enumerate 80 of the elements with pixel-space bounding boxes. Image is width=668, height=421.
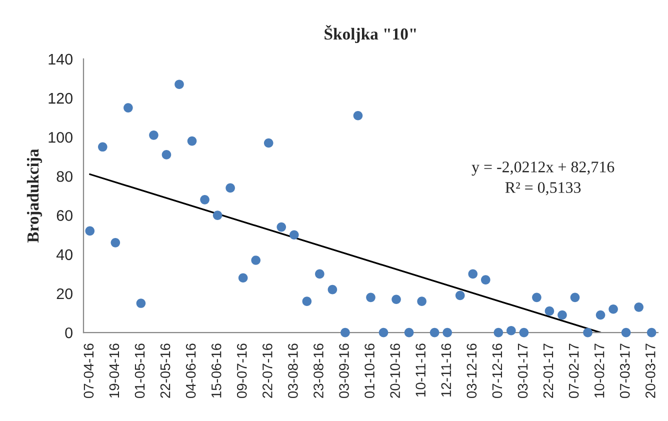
point	[442, 328, 452, 338]
point	[136, 298, 146, 308]
point	[596, 310, 606, 320]
point	[558, 310, 567, 320]
x-tick-label: 20-03-17	[645, 344, 656, 398]
x-tick-label: 07-12-16	[492, 344, 502, 398]
annotation: y = -2,0212x + 82,716	[472, 162, 614, 176]
point	[519, 328, 529, 338]
point	[149, 130, 158, 140]
point	[264, 138, 274, 148]
x-tick-label: 03-08-16	[288, 344, 298, 398]
point	[174, 80, 184, 90]
point	[302, 296, 312, 306]
x-tick-label: 04-06-16	[186, 344, 196, 398]
point	[315, 269, 324, 279]
point	[200, 195, 210, 204]
point	[212, 210, 222, 220]
y-tick-label: 20	[56, 288, 72, 300]
x-tick-label: 09-07-16	[236, 344, 247, 398]
x-tick-label: 01-05-16	[134, 344, 145, 398]
y-tick-label: 140	[48, 54, 72, 65]
point	[276, 222, 286, 232]
x-tick-label: 01-10-16	[364, 344, 374, 398]
x-tick-label: 07-03-17	[620, 344, 630, 398]
x-tick-label: 03-09-16	[339, 344, 349, 398]
x-tick-label: 07-04-16	[84, 344, 94, 398]
x-tick-label: 20-10-16	[390, 344, 400, 398]
y-tick-label: 80	[56, 171, 72, 182]
point	[187, 136, 197, 146]
point	[98, 142, 108, 152]
point	[608, 304, 618, 314]
y-tick-label: 40	[56, 249, 72, 260]
point	[162, 150, 172, 160]
point	[455, 290, 465, 300]
point	[124, 103, 133, 112]
x-tick-label: 15-06-16	[211, 344, 222, 398]
point	[226, 183, 235, 193]
x-tick-label: 07-02-17	[568, 344, 579, 398]
point	[110, 238, 120, 248]
point	[634, 302, 644, 312]
x-tick-label: 22-07-16	[262, 344, 272, 398]
point	[85, 226, 95, 236]
x-tick-label: 22-05-16	[160, 344, 170, 398]
x-tick-label: 03-12-16	[466, 344, 477, 398]
x-tick-label: 10-11-16	[416, 344, 426, 397]
point	[353, 110, 363, 120]
point	[340, 328, 350, 338]
point	[289, 230, 299, 240]
chart-title: Školjka "10"	[324, 25, 416, 44]
point	[646, 328, 656, 338]
y-tick-label: 120	[48, 92, 72, 104]
y-tick-label: 60	[56, 210, 72, 221]
point	[583, 328, 592, 338]
point	[532, 292, 542, 302]
point	[328, 284, 338, 294]
point	[417, 296, 426, 306]
x-tick-label: 10-02-17	[594, 344, 604, 398]
point	[430, 328, 440, 338]
x-tick-label: 12-11-16	[441, 344, 452, 397]
point	[251, 256, 261, 265]
x-tick-label: 23-08-16	[314, 344, 324, 398]
point	[366, 292, 376, 302]
point	[480, 275, 490, 284]
x-tick-label: 22-01-17	[543, 344, 554, 398]
point	[468, 269, 478, 279]
x-tick-label: 03-01-17	[518, 344, 528, 398]
annotation: R² = 0,5133	[505, 182, 581, 196]
y-axis-title: Brojadukcija	[26, 148, 42, 243]
point	[544, 306, 554, 316]
point	[494, 328, 504, 338]
y-tick-label: 0	[65, 327, 72, 338]
point	[238, 273, 248, 283]
point	[378, 328, 388, 338]
y-tick-label: 100	[48, 132, 72, 143]
point	[392, 294, 401, 304]
point	[570, 292, 580, 302]
x-tick-label: 19-04-16	[109, 344, 120, 398]
point	[621, 328, 631, 338]
point	[506, 326, 516, 336]
point	[404, 328, 414, 338]
